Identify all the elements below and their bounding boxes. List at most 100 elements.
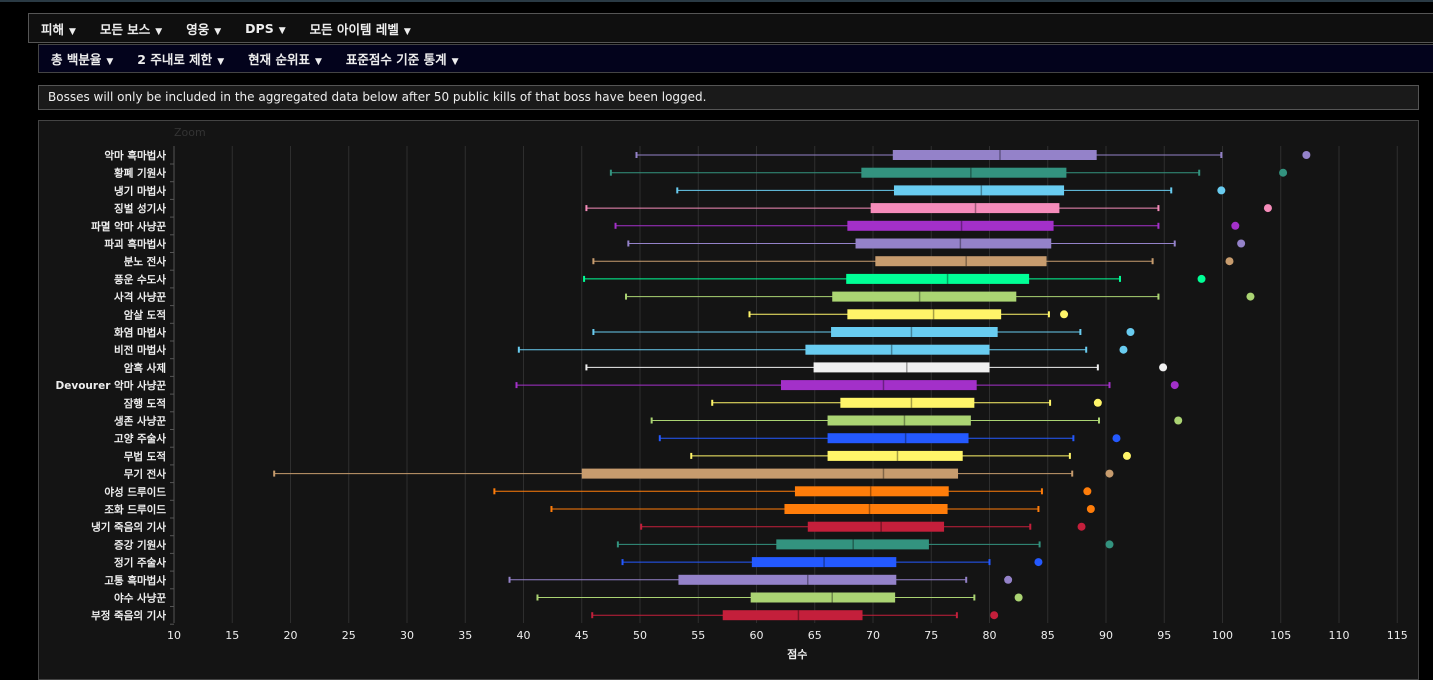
- x-tick-label: 115: [1387, 629, 1408, 642]
- outlier-point: [1126, 328, 1135, 336]
- box-iqr: [861, 167, 1067, 178]
- box-iqr: [827, 433, 969, 444]
- y-category-label: Devourer 악마 사냥꾼: [56, 379, 167, 392]
- y-category-label: 증강 기원사: [114, 538, 166, 551]
- primary-dropdown-4[interactable]: 모든 아이템 레벨 ▼: [310, 19, 411, 38]
- outlier-point: [1105, 469, 1114, 478]
- outlier-point: [1086, 505, 1095, 513]
- x-tick-label: 60: [750, 629, 764, 642]
- box-iqr: [780, 380, 977, 391]
- outlier-point: [1004, 575, 1013, 584]
- outlier-point: [1197, 274, 1206, 283]
- secondary-dropdown-2[interactable]: 현재 순위표 ▼: [248, 49, 322, 68]
- box-iqr: [794, 486, 949, 497]
- outlier-point: [1225, 257, 1234, 266]
- y-category-label: 잠행 도적: [124, 397, 166, 410]
- caret-down-icon: ▼: [217, 57, 225, 67]
- caret-down-icon: ▼: [155, 26, 163, 37]
- x-tick-label: 20: [284, 629, 298, 642]
- dropdown-label: 피해: [41, 21, 65, 37]
- y-category-label: 화염 마법사: [114, 326, 166, 339]
- y-category-label: 정기 주술사: [114, 556, 166, 569]
- outlier-point: [1237, 239, 1246, 248]
- boxplot-chart: Zoom 10 15 20 25 30 35 40 45 50 55 60 65 70 75 80 85 90 95…: [56, 126, 1408, 661]
- outlier-point: [1246, 292, 1255, 301]
- y-category-label: 고통 흑마법사: [104, 574, 166, 587]
- dropdown-label: 모든 보스: [99, 21, 151, 37]
- box-iqr: [870, 203, 1060, 214]
- primary-dropdown-0[interactable]: 피해 ▼: [41, 19, 76, 38]
- secondary-dropdown-3[interactable]: 표준점수 기준 통계 ▼: [346, 49, 459, 68]
- box-iqr: [855, 238, 1052, 249]
- x-tick-label: 15: [225, 629, 239, 642]
- x-tick-label: 55: [691, 629, 705, 642]
- x-tick-label: 65: [808, 629, 822, 642]
- y-category-label: 야성 드루이드: [104, 485, 166, 498]
- secondary-dropdown-1[interactable]: 2 주내로 제한 ▼: [137, 49, 224, 68]
- y-category-label: 사격 사냥꾼: [114, 291, 166, 304]
- outlier-point: [1217, 186, 1226, 195]
- primary-filter-bar: 피해 ▼ 모든 보스 ▼ 영웅 ▼ DPS ▼ 모든 아이템 레벨 ▼: [28, 13, 1433, 43]
- box-iqr: [893, 185, 1065, 196]
- y-category-label: 생존 사냥꾼: [114, 415, 166, 428]
- dropdown-label: 모든 아이템 레벨: [309, 21, 399, 37]
- y-category-label: 암흑 사제: [124, 361, 166, 374]
- x-tick-label: 40: [517, 629, 531, 642]
- top-border: [0, 0, 1433, 2]
- dropdown-label: DPS: [245, 20, 274, 36]
- x-tick-label: 85: [1041, 629, 1055, 642]
- x-tick-label: 45: [575, 629, 589, 642]
- box-iqr: [776, 539, 929, 550]
- x-tick-label: 80: [983, 629, 997, 642]
- outlier-point: [1170, 381, 1179, 390]
- y-category-label: 분노 전사: [124, 255, 167, 268]
- y-category-label: 조화 드루이드: [104, 503, 166, 516]
- outlier-point: [1231, 221, 1240, 230]
- primary-dropdown-2[interactable]: 영웅 ▼: [186, 19, 221, 38]
- box-iqr: [840, 397, 975, 408]
- zoom-label: Zoom: [174, 126, 206, 139]
- box-iqr: [678, 574, 897, 585]
- box-iqr: [805, 344, 990, 355]
- box-iqr: [875, 256, 1047, 267]
- box-iqr: [831, 327, 998, 337]
- outlier-point: [1279, 168, 1288, 177]
- y-category-label: 황폐 기원사: [114, 167, 166, 180]
- outlier-point: [1014, 593, 1023, 602]
- box-iqr: [847, 309, 1002, 320]
- y-category-label: 악마 흑마법사: [104, 149, 166, 162]
- outlier-point: [1112, 434, 1121, 443]
- outlier-point: [1034, 558, 1043, 567]
- box-iqr: [722, 610, 863, 621]
- x-tick-label: 10: [167, 629, 181, 642]
- outlier-point: [1122, 451, 1131, 460]
- dropdown-label: 영웅: [186, 21, 210, 37]
- box-iqr: [807, 521, 945, 532]
- y-category-label: 암살 도적: [124, 308, 166, 321]
- outlier-point: [990, 611, 999, 620]
- box-iqr: [750, 592, 896, 603]
- outlier-point: [1302, 151, 1311, 159]
- x-tick-label: 30: [400, 629, 414, 642]
- outlier-point: [1105, 540, 1114, 549]
- outlier-point: [1077, 522, 1086, 531]
- x-axis-title: 점수: [787, 647, 807, 661]
- y-category-label: 고양 주술사: [114, 432, 166, 445]
- x-tick-label: 35: [458, 629, 472, 642]
- primary-dropdown-1[interactable]: 모든 보스 ▼: [100, 19, 162, 38]
- y-category-label: 무법 도적: [124, 450, 166, 463]
- chart-panel: Zoom 10 15 20 25 30 35 40 45 50 55 60 65 70 75 80 85 90 95…: [38, 120, 1419, 680]
- y-category-label: 파멸 악마 사냥꾼: [91, 220, 166, 233]
- y-category-label: 풍운 수도사: [114, 273, 166, 286]
- x-tick-label: 100: [1212, 629, 1233, 642]
- secondary-dropdown-0[interactable]: 총 백분율 ▼: [51, 49, 113, 68]
- primary-dropdown-3[interactable]: DPS ▼: [245, 21, 285, 36]
- caret-down-icon: ▼: [69, 26, 76, 37]
- caret-down-icon: ▼: [403, 26, 411, 37]
- x-tick-label: 90: [1099, 629, 1113, 642]
- y-category-label: 무기 전사: [124, 468, 167, 481]
- dropdown-label: 표준점수 기준 통계: [345, 52, 447, 67]
- outlier-point: [1174, 416, 1183, 425]
- dropdown-label: 총 백분율: [51, 52, 102, 67]
- outlier-point: [1083, 487, 1092, 496]
